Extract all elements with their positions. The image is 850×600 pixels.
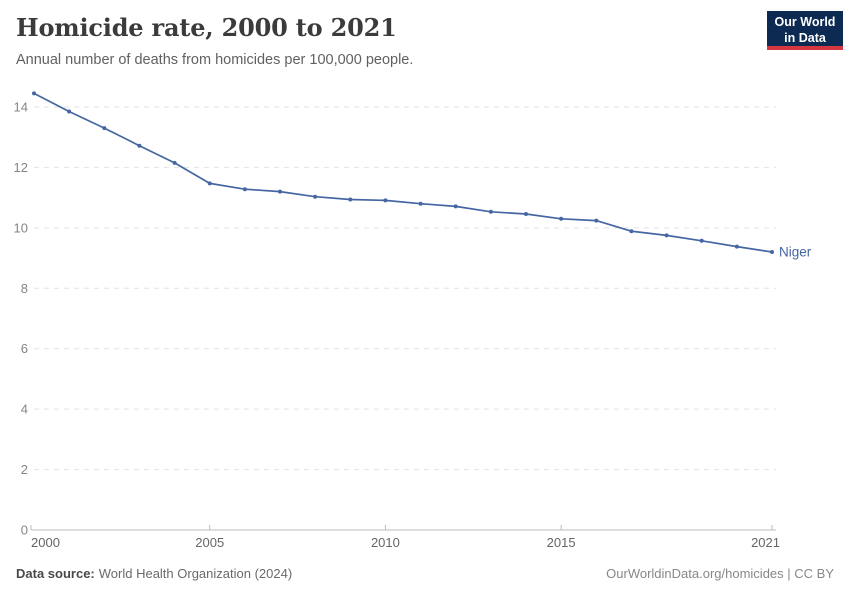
y-tick-label-6: 6 [21,341,28,356]
data-point-2006 [242,187,247,192]
series-line-niger [33,92,773,253]
data-point-2012 [453,204,458,209]
x-tick-label-2021: 2021 [751,535,780,550]
chart-title: Homicide rate, 2000 to 2021 [16,13,397,42]
y-tick-label-10: 10 [14,220,28,235]
data-point-2001 [67,109,72,114]
data-point-2002 [102,126,107,131]
data-point-2007 [278,189,282,194]
credit-line[interactable]: OurWorldinData.org/homicides | CC BY [606,566,834,581]
data-source-label: Data source: [16,566,95,581]
series-end-label-niger[interactable]: Niger [779,245,812,260]
data-point-2005 [207,181,212,186]
y-tick-label-2: 2 [21,462,28,477]
data-source: Data source: World Health Organization (2… [16,566,292,581]
data-point-2021 [770,250,774,254]
x-tick-label-2010: 2010 [371,535,400,550]
y-tick-label-8: 8 [21,281,28,296]
x-tick-label-2005: 2005 [195,535,224,550]
owid-logo-line2: in Data [784,31,826,45]
chart-footer: Data source: World Health Organization (2… [16,566,834,581]
y-tick-label-0: 0 [21,523,28,538]
y-tick-label-14: 14 [14,100,28,115]
data-point-2013 [488,209,493,214]
data-point-2020 [734,244,739,249]
data-source-text: World Health Organization (2024) [98,566,293,581]
owid-logo-line1: Our World [774,15,836,29]
x-tick-label-2000: 2000 [31,535,60,550]
data-point-2003 [137,143,142,148]
chart-svg: 0 2 4 6 8 10 12 14 2000 2005 2010 2015 2021 Niger [14,91,812,550]
data-point-2016 [594,218,599,223]
data-point-2015 [559,216,564,221]
data-point-2014 [524,212,528,216]
data-point-2009 [348,197,353,202]
data-point-2011 [418,201,423,206]
data-point-2019 [699,238,704,243]
chart-subtitle: Annual number of deaths from homicides p… [16,52,414,68]
data-point-2004 [172,160,177,165]
data-point-2000 [32,91,36,96]
data-point-2017 [629,229,634,234]
owid-logo[interactable]: Our World in Data [767,11,843,50]
x-tick-label-2015: 2015 [547,535,576,550]
data-point-2008 [313,194,318,199]
data-point-2010 [383,198,388,203]
y-tick-label-4: 4 [21,402,28,417]
y-tick-label-12: 12 [14,160,28,175]
data-point-2018 [664,233,669,238]
